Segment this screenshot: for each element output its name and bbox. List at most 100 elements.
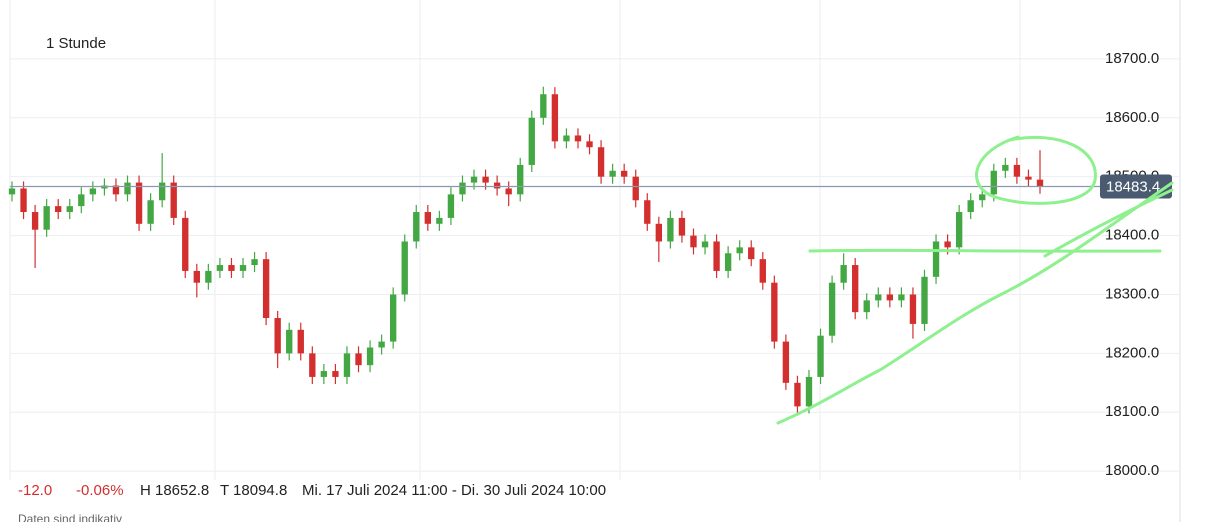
candle-body (898, 294, 905, 301)
horizontal-annotation (808, 248, 1162, 253)
candles (8, 86, 1044, 416)
candle-body (644, 200, 651, 224)
y-tick-label: 18300.0 (1105, 285, 1159, 302)
candle-body (667, 217, 674, 242)
candle-body (1025, 176, 1032, 180)
candle-body (990, 170, 997, 195)
candle-body (436, 217, 443, 224)
candle-body (158, 182, 166, 201)
overlay: 18483.4 (10, 174, 1172, 199)
candle-body (967, 200, 974, 213)
candle-body (782, 341, 790, 383)
y-tick-label: 18100.0 (1105, 403, 1159, 420)
candle-body (112, 185, 120, 195)
candle-body (78, 194, 85, 207)
candle-body (505, 188, 512, 195)
candle-body (921, 276, 928, 324)
candle-body (274, 318, 281, 354)
candle-body (20, 188, 27, 213)
candle-body (655, 223, 663, 242)
candle-body (89, 188, 97, 195)
candle-body (794, 382, 801, 407)
candle-body (540, 94, 547, 118)
candle-body (43, 206, 50, 230)
y-tick-label: 18600.0 (1105, 109, 1159, 126)
candle-body (1002, 164, 1009, 171)
candle-body (909, 294, 917, 324)
trend-annotation (776, 181, 1174, 425)
candle-body (239, 265, 247, 271)
candle-body (55, 206, 62, 213)
y-tick-label: 18400.0 (1105, 227, 1159, 244)
vertical-grid (9, 0, 1181, 522)
candle-body (736, 247, 743, 254)
candle-body (621, 170, 628, 177)
interval-label: 1 Stunde (46, 35, 106, 52)
y-tick-label: 18200.0 (1105, 344, 1159, 361)
candle-body (1013, 164, 1021, 177)
candle-body (355, 353, 362, 366)
trend-annotation-2 (1043, 188, 1174, 258)
candle-body (690, 235, 697, 248)
candle-body (551, 94, 559, 142)
candle-body (632, 176, 639, 201)
candle-body (262, 259, 270, 319)
candle-body (413, 212, 420, 242)
candle-body (771, 282, 778, 342)
candle-body (932, 241, 940, 277)
candle-body (447, 194, 455, 218)
candle-body (309, 353, 316, 377)
candle-body (944, 241, 951, 248)
candle-body (493, 182, 501, 189)
candle-body (147, 200, 154, 224)
candle-body (401, 241, 408, 295)
candle-body (701, 241, 709, 248)
candle-body (31, 212, 39, 230)
candle-body (759, 259, 766, 283)
date-range: Mi. 17 Juli 2024 11:00 - Di. 30 Juli 202… (302, 482, 606, 499)
candle-body (886, 294, 894, 301)
candle-body (574, 135, 582, 142)
candle-body (124, 182, 131, 195)
y-tick-label: 18700.0 (1105, 50, 1159, 67)
candle-body (724, 253, 732, 271)
candle-body (228, 265, 235, 271)
candle-body (205, 270, 212, 283)
candle-body (286, 329, 293, 354)
candle-body (609, 170, 616, 177)
candle-body (251, 259, 258, 266)
change: -12.0 (18, 482, 52, 499)
candle-body (66, 206, 73, 213)
candle-body (586, 141, 593, 148)
candle-body (955, 212, 963, 248)
interval-box (34, 30, 120, 58)
candle-body (332, 371, 339, 377)
candle-body (563, 135, 570, 142)
candle-body (748, 247, 755, 260)
candle-body (1036, 179, 1044, 187)
candle-body (875, 294, 882, 301)
candle-body (470, 176, 478, 183)
high-stat: H 18652.8 (140, 482, 209, 499)
candle-body (135, 182, 143, 224)
change-pct: -0.06% (76, 482, 124, 499)
candle-body (297, 329, 304, 354)
candle-body (678, 217, 686, 236)
candle-body (597, 147, 605, 177)
circle-annotation (975, 135, 1097, 205)
candle-body (713, 241, 720, 271)
last-price-label: 18483.4 (1106, 178, 1160, 195)
candle-body (459, 182, 466, 195)
candle-body (216, 265, 224, 271)
annotations (776, 135, 1174, 425)
candle-body (852, 265, 859, 313)
candle-body (378, 341, 385, 348)
note: Daten sind indikativ (18, 512, 122, 522)
candle-body (343, 353, 351, 377)
candle-body (424, 212, 431, 224)
stats: -12.0 -0.06% H 18652.8 T 18094.8 Mi. 17 … (18, 482, 606, 522)
candle-body (817, 335, 824, 377)
candle-body (517, 164, 524, 195)
candle-body (482, 176, 489, 183)
